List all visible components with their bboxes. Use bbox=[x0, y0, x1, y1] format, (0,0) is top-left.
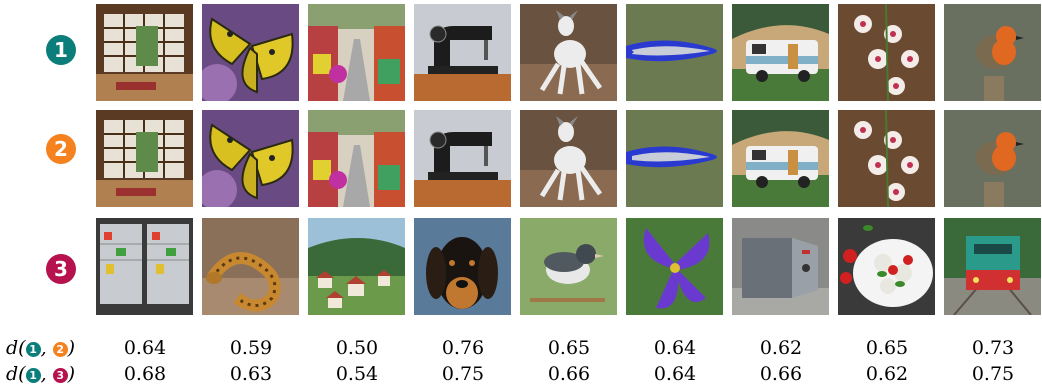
image-row2-robin bbox=[944, 110, 1041, 207]
image-row3-snake bbox=[202, 218, 299, 315]
row-badge-3: 3 bbox=[46, 254, 76, 284]
image-row2-sewing-machine bbox=[414, 110, 511, 207]
metric-value: 0.65 bbox=[547, 337, 591, 359]
image-row1-camper-van bbox=[732, 4, 829, 101]
metric-value: 0.64 bbox=[653, 337, 697, 359]
image-row2-market-street bbox=[308, 110, 405, 207]
image-row1-orchids bbox=[838, 4, 935, 101]
image-row1-butterfly bbox=[202, 4, 299, 101]
image-row1-japanese-room bbox=[96, 4, 193, 101]
row-badge-2: 2 bbox=[46, 134, 76, 164]
metric-value: 0.75 bbox=[971, 363, 1015, 385]
image-row3-purple-iris bbox=[626, 218, 723, 315]
metric-value: 0.50 bbox=[335, 337, 379, 359]
image-row3-safe bbox=[732, 218, 829, 315]
metric-value: 0.73 bbox=[971, 337, 1015, 359]
metric-value: 0.59 bbox=[229, 337, 273, 359]
image-row2-butterfly bbox=[202, 110, 299, 207]
image-row3-junco-bird bbox=[520, 218, 617, 315]
metric-value: 0.62 bbox=[759, 337, 803, 359]
metric-value: 0.76 bbox=[441, 337, 485, 359]
metric-label-d-1-3: d(1, 3) bbox=[6, 363, 76, 385]
image-row1-sewing-machine bbox=[414, 4, 511, 101]
image-row2-japanese-room bbox=[96, 110, 193, 207]
image-row3-village bbox=[308, 218, 405, 315]
image-row3-train bbox=[944, 218, 1041, 315]
row-badge-1: 1 bbox=[46, 35, 76, 65]
image-row2-camper-van bbox=[732, 110, 829, 207]
metric-value: 0.75 bbox=[441, 363, 485, 385]
image-row3-refrigerator bbox=[96, 218, 193, 315]
metric-value: 0.65 bbox=[865, 337, 909, 359]
image-row3-hound-dog bbox=[414, 218, 511, 315]
image-row2-whippet-dog bbox=[520, 110, 617, 207]
image-row3-caprese-salad bbox=[838, 218, 935, 315]
image-row1-robin bbox=[944, 4, 1041, 101]
mini-badge-1: 1 bbox=[25, 342, 41, 357]
metric-value: 0.66 bbox=[759, 363, 803, 385]
metric-value: 0.66 bbox=[547, 363, 591, 385]
image-row2-orchids bbox=[838, 110, 935, 207]
metric-value: 0.63 bbox=[229, 363, 273, 385]
metric-value: 0.68 bbox=[123, 363, 167, 385]
image-row1-market-street bbox=[308, 4, 405, 101]
image-row2-fish bbox=[626, 110, 723, 207]
metric-label-d-1-2: d(1, 2) bbox=[6, 337, 76, 359]
metric-value: 0.64 bbox=[123, 337, 167, 359]
image-row1-fish bbox=[626, 4, 723, 101]
mini-badge-2: 2 bbox=[52, 342, 68, 357]
image-row1-whippet-dog bbox=[520, 4, 617, 101]
metric-value: 0.62 bbox=[865, 363, 909, 385]
metric-value: 0.54 bbox=[335, 363, 379, 385]
mini-badge-3: 3 bbox=[52, 368, 68, 383]
mini-badge-1: 1 bbox=[25, 368, 41, 383]
metric-value: 0.64 bbox=[653, 363, 697, 385]
